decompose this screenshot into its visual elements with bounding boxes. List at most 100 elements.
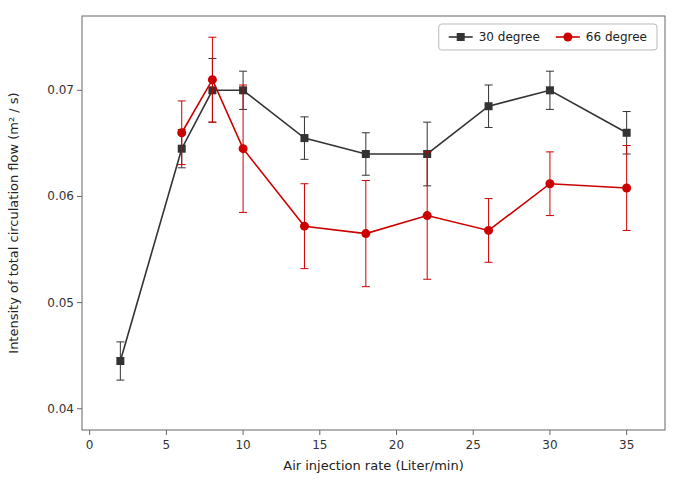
x-tick-label: 25: [466, 438, 481, 452]
error-bar: [485, 199, 493, 263]
error-cap: [239, 85, 247, 86]
error-bar: [623, 146, 631, 231]
point: [239, 144, 248, 153]
legend-item: 30 degree: [449, 30, 540, 44]
legend-box: [439, 24, 657, 50]
error-cap: [300, 183, 308, 184]
chart: 051015202530350.040.050.060.07Air inject…: [0, 0, 681, 482]
error-cap: [546, 71, 554, 72]
point: [545, 179, 554, 188]
error-cap: [300, 116, 308, 117]
error-bar: [423, 152, 431, 279]
x-tick: [319, 430, 320, 435]
y-tick-label: 0.07: [47, 83, 74, 97]
point: [300, 134, 308, 142]
error-bar: [485, 85, 493, 127]
point: [484, 226, 493, 235]
error-bar: [546, 71, 554, 109]
error-cap: [208, 37, 216, 38]
x-tick-label: 35: [619, 438, 634, 452]
y-tick: [77, 302, 82, 303]
error-bar: [300, 184, 308, 269]
error-cap: [546, 151, 554, 152]
x-tick: [549, 430, 550, 435]
x-tick-label: 20: [389, 438, 404, 452]
error-cap: [362, 175, 370, 176]
x-tick-label: 10: [235, 438, 250, 452]
error-cap: [116, 380, 124, 381]
error-cap: [423, 122, 431, 123]
error-cap: [423, 151, 431, 152]
error-bar: [546, 152, 554, 216]
point: [423, 211, 432, 220]
point: [361, 229, 370, 238]
error-cap: [362, 132, 370, 133]
x-tick: [166, 430, 167, 435]
error-cap: [485, 262, 493, 263]
error-bar: [362, 181, 370, 287]
x-axis-label: Air injection rate (Liter/min): [283, 458, 464, 473]
point: [622, 183, 631, 192]
legend-item: 66 degree: [556, 30, 647, 44]
plot-frame: [82, 16, 665, 430]
point: [300, 222, 309, 231]
point: [362, 150, 370, 158]
error-cap: [300, 268, 308, 269]
error-bar: [116, 342, 124, 380]
legend-marker: [563, 33, 572, 42]
error-cap: [239, 212, 247, 213]
data: [116, 37, 631, 380]
error-bar: [362, 133, 370, 175]
y-axis-label: Intensity of total circulation flow (m² …: [6, 92, 21, 353]
error-cap: [546, 109, 554, 110]
x-tick: [626, 430, 627, 435]
error-cap: [116, 341, 124, 342]
y-tick: [77, 196, 82, 197]
error-cap: [208, 122, 216, 123]
error-cap: [623, 230, 631, 231]
y-tick-label: 0.04: [47, 402, 74, 416]
x-tick: [243, 430, 244, 435]
point: [485, 102, 493, 110]
series: [116, 58, 630, 380]
plot-area: [82, 16, 665, 430]
y-tick-label: 0.05: [47, 296, 74, 310]
error-cap: [362, 286, 370, 287]
x-tick-label: 15: [312, 438, 327, 452]
legend-label: 66 degree: [586, 30, 647, 44]
error-cap: [208, 122, 216, 123]
error-cap: [239, 71, 247, 72]
x-tick-label: 5: [163, 438, 171, 452]
error-cap: [485, 85, 493, 86]
x-tick: [473, 430, 474, 435]
point: [208, 75, 217, 84]
x-tick: [396, 430, 397, 435]
y-tick: [77, 408, 82, 409]
error-bar: [178, 101, 186, 165]
error-bar: [208, 37, 216, 122]
error-cap: [546, 215, 554, 216]
point: [177, 128, 186, 137]
error-cap: [623, 145, 631, 146]
error-cap: [178, 167, 186, 168]
x-tick-label: 30: [542, 438, 557, 452]
error-cap: [178, 164, 186, 165]
y-tick: [77, 90, 82, 91]
error-cap: [300, 159, 308, 160]
axes: 051015202530350.040.050.060.07: [47, 16, 665, 452]
error-cap: [485, 198, 493, 199]
legend: 30 degree 66 degree: [439, 24, 657, 50]
point: [546, 86, 554, 94]
error-cap: [623, 111, 631, 112]
error-bar: [239, 85, 247, 212]
error-cap: [423, 279, 431, 280]
error-cap: [178, 100, 186, 101]
legend-label: 30 degree: [479, 30, 540, 44]
error-cap: [485, 127, 493, 128]
error-bar: [300, 117, 308, 159]
series: [177, 37, 631, 286]
series-line: [182, 80, 627, 234]
y-tick-label: 0.06: [47, 189, 74, 203]
point: [116, 357, 124, 365]
point: [623, 129, 631, 137]
